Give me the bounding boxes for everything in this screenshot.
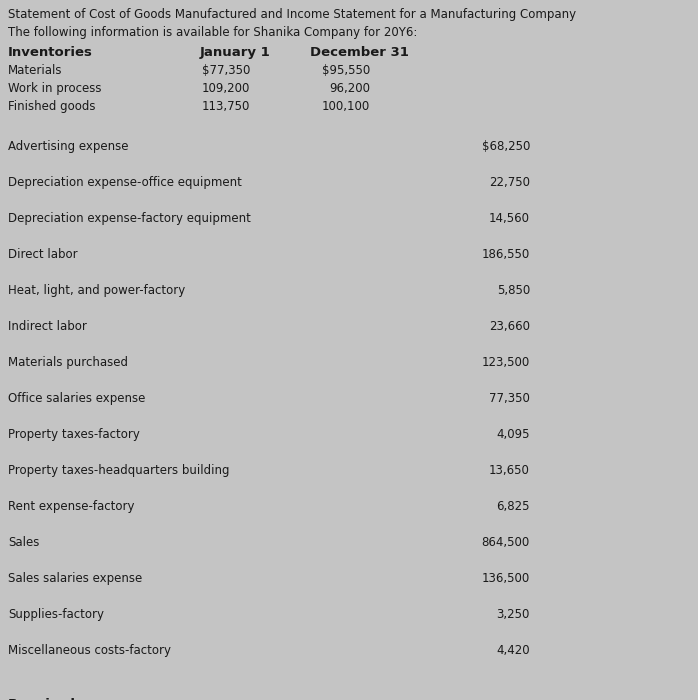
Text: 136,500: 136,500 bbox=[482, 572, 530, 585]
Text: Sales: Sales bbox=[8, 536, 39, 549]
Text: Sales salaries expense: Sales salaries expense bbox=[8, 572, 142, 585]
Text: 864,500: 864,500 bbox=[482, 536, 530, 549]
Text: 3,250: 3,250 bbox=[496, 608, 530, 621]
Text: Work in process: Work in process bbox=[8, 82, 101, 95]
Text: Materials: Materials bbox=[8, 64, 63, 77]
Text: 6,825: 6,825 bbox=[496, 500, 530, 513]
Text: Materials purchased: Materials purchased bbox=[8, 356, 128, 369]
Text: Property taxes-headquarters building: Property taxes-headquarters building bbox=[8, 464, 230, 477]
Text: Inventories: Inventories bbox=[8, 46, 93, 59]
Text: 22,750: 22,750 bbox=[489, 176, 530, 189]
Text: Statement of Cost of Goods Manufactured and Income Statement for a Manufacturing: Statement of Cost of Goods Manufactured … bbox=[8, 8, 576, 21]
Text: 100,100: 100,100 bbox=[322, 100, 370, 113]
Text: Finished goods: Finished goods bbox=[8, 100, 96, 113]
Text: 96,200: 96,200 bbox=[329, 82, 370, 95]
Text: Supplies-factory: Supplies-factory bbox=[8, 608, 104, 621]
Text: Office salaries expense: Office salaries expense bbox=[8, 392, 145, 405]
Text: Property taxes-factory: Property taxes-factory bbox=[8, 428, 140, 441]
Text: 77,350: 77,350 bbox=[489, 392, 530, 405]
Text: 186,550: 186,550 bbox=[482, 248, 530, 261]
Text: $95,550: $95,550 bbox=[322, 64, 370, 77]
Text: 13,650: 13,650 bbox=[489, 464, 530, 477]
Text: Depreciation expense-factory equipment: Depreciation expense-factory equipment bbox=[8, 212, 251, 225]
Text: Direct labor: Direct labor bbox=[8, 248, 77, 261]
Text: December 31: December 31 bbox=[310, 46, 409, 59]
Text: $68,250: $68,250 bbox=[482, 140, 530, 153]
Text: 113,750: 113,750 bbox=[202, 100, 250, 113]
Text: 123,500: 123,500 bbox=[482, 356, 530, 369]
Text: 4,420: 4,420 bbox=[496, 644, 530, 657]
Text: January 1: January 1 bbox=[200, 46, 271, 59]
Text: Indirect labor: Indirect labor bbox=[8, 320, 87, 333]
Text: The following information is available for Shanika Company for 20Y6:: The following information is available f… bbox=[8, 26, 417, 39]
Text: $77,350: $77,350 bbox=[202, 64, 250, 77]
Text: 23,660: 23,660 bbox=[489, 320, 530, 333]
Text: Heat, light, and power-factory: Heat, light, and power-factory bbox=[8, 284, 185, 297]
Text: 14,560: 14,560 bbox=[489, 212, 530, 225]
Text: Rent expense-factory: Rent expense-factory bbox=[8, 500, 135, 513]
Text: Required:: Required: bbox=[8, 698, 82, 700]
Text: 109,200: 109,200 bbox=[202, 82, 250, 95]
Text: Miscellaneous costs-factory: Miscellaneous costs-factory bbox=[8, 644, 171, 657]
Text: 5,850: 5,850 bbox=[497, 284, 530, 297]
Text: Advertising expense: Advertising expense bbox=[8, 140, 128, 153]
Text: Depreciation expense-office equipment: Depreciation expense-office equipment bbox=[8, 176, 242, 189]
Text: 4,095: 4,095 bbox=[496, 428, 530, 441]
